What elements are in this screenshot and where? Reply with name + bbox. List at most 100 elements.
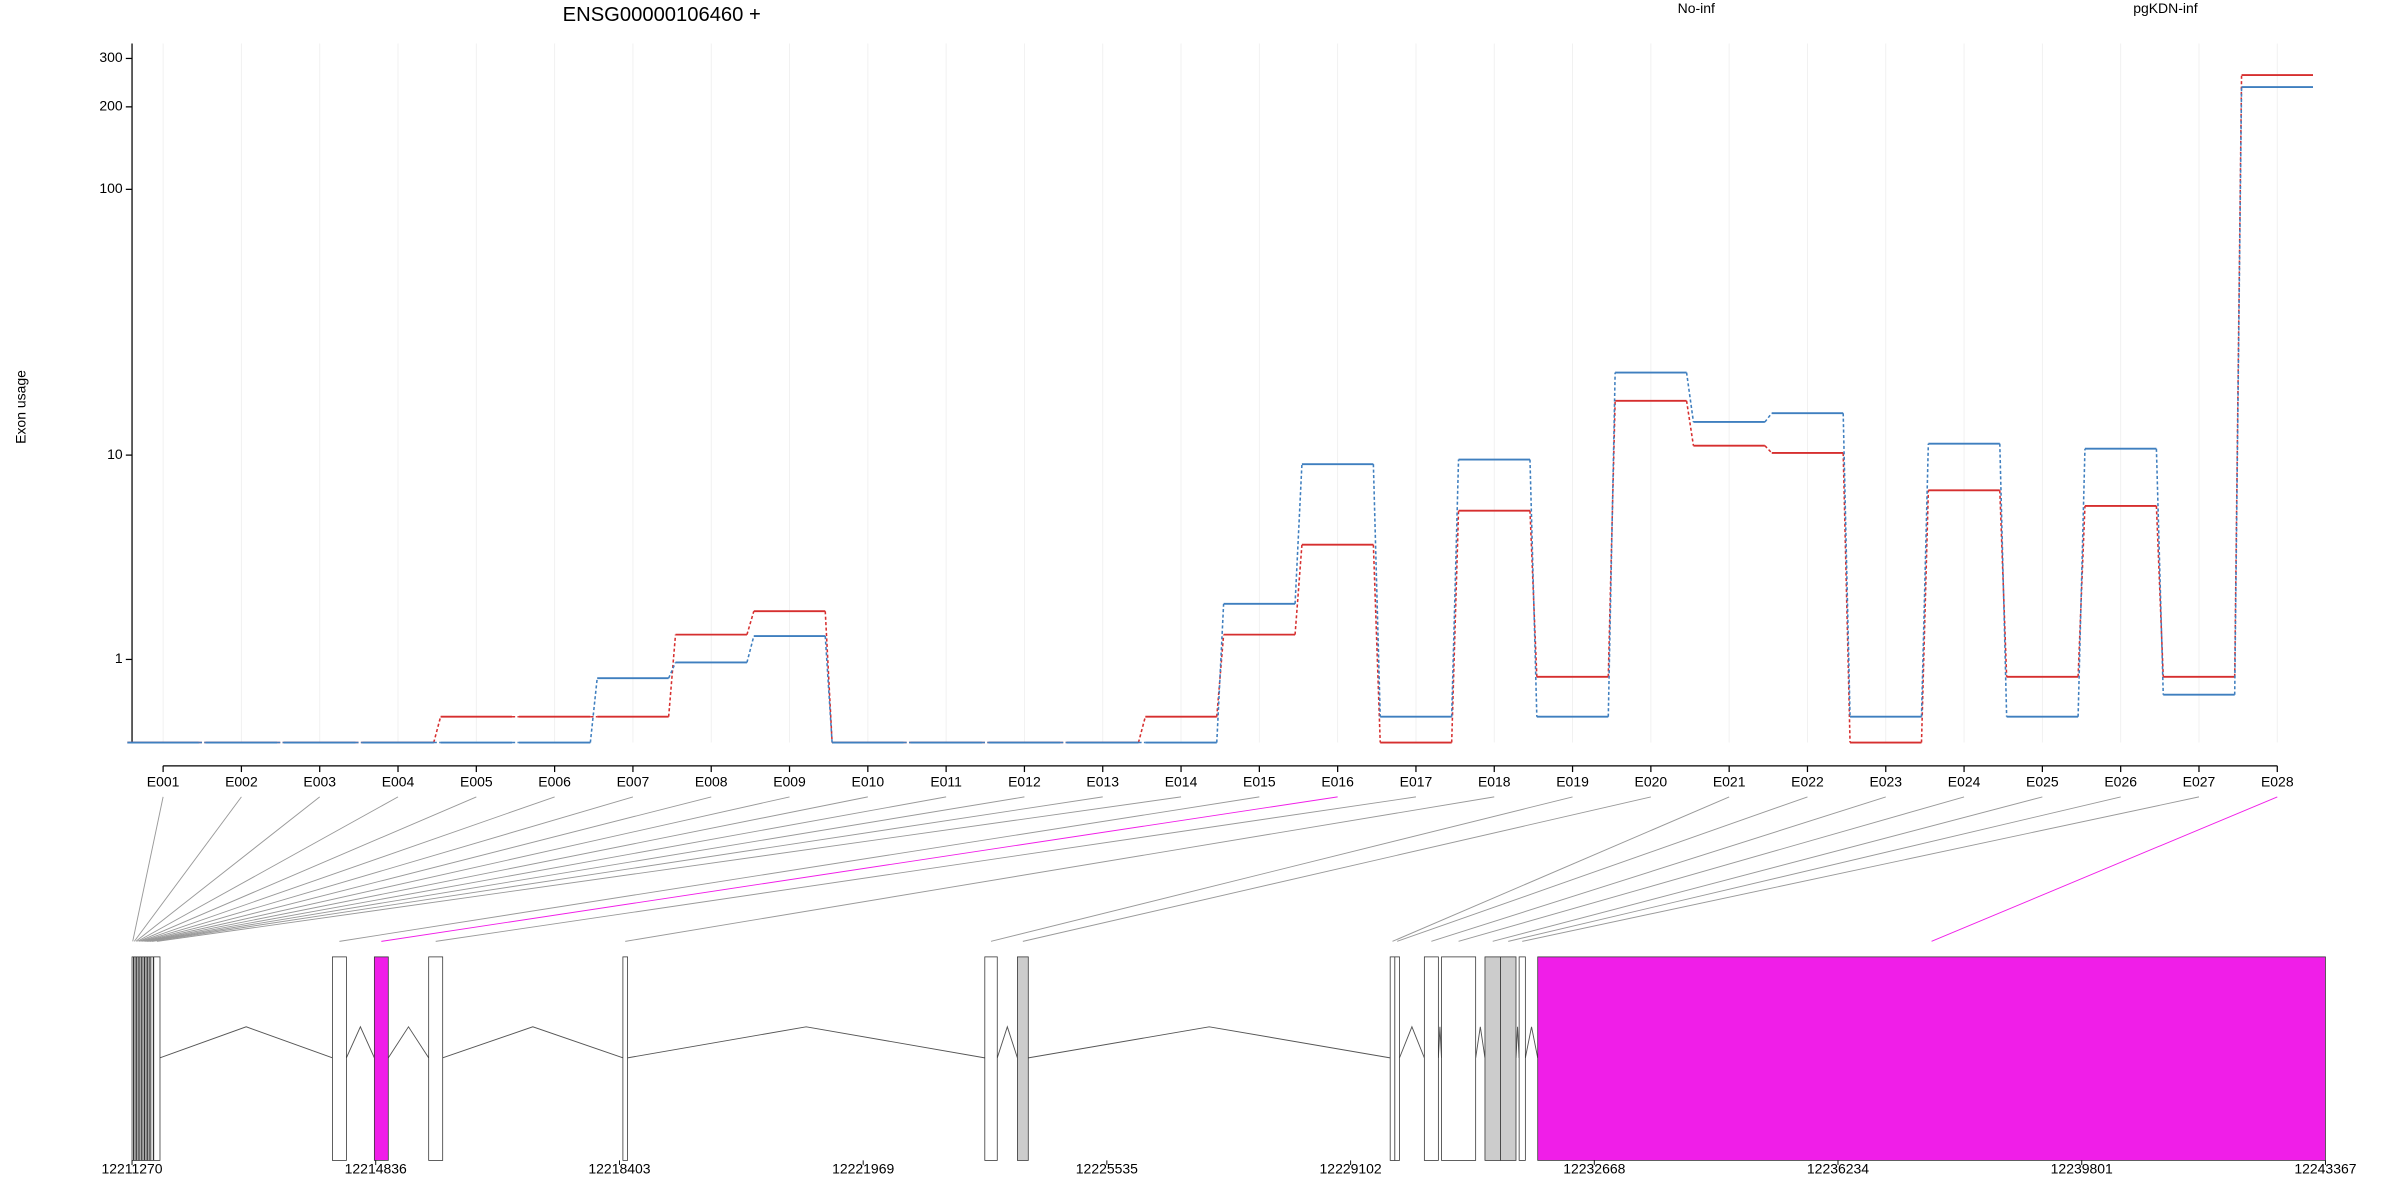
connector <box>1999 490 2008 677</box>
x-tick-label: E021 <box>1713 774 1746 790</box>
exon-link <box>1392 796 1730 942</box>
connector <box>667 662 677 679</box>
exon-link <box>435 796 1417 942</box>
connector <box>1294 464 1303 604</box>
legend-label: pgKDN-inf <box>2133 0 2198 16</box>
connector <box>1607 372 1616 717</box>
exon-link <box>625 796 1495 942</box>
intron <box>387 1025 430 1059</box>
connector <box>2077 448 2086 717</box>
x-tick-label: E028 <box>2261 774 2294 790</box>
exon-link <box>142 796 634 942</box>
exon <box>144 956 147 1161</box>
x-tick-label: E013 <box>1086 774 1119 790</box>
exon <box>134 956 137 1161</box>
x-tick-label: E014 <box>1165 774 1198 790</box>
connector <box>1764 445 1773 454</box>
connector <box>746 611 755 635</box>
x-tick-label: E017 <box>1400 774 1433 790</box>
exon-link <box>990 796 1573 942</box>
x-tick-label: E003 <box>303 774 336 790</box>
genomic-tick-label: 12243367 <box>2294 1160 2356 1176</box>
connector <box>432 716 442 743</box>
exon <box>145 956 148 1161</box>
exon-link <box>1508 796 2121 942</box>
exon <box>1441 956 1477 1161</box>
exon <box>131 956 134 1161</box>
connector <box>1450 510 1460 743</box>
exon <box>1423 956 1439 1161</box>
exon-link <box>156 796 1182 942</box>
x-tick-label: E024 <box>1948 774 1981 790</box>
exon <box>150 956 154 1161</box>
x-tick-label: E002 <box>225 774 258 790</box>
intron <box>1524 1026 1539 1058</box>
genomic-tick-label: 12211270 <box>101 1160 162 1176</box>
connector <box>667 634 677 717</box>
connector <box>1294 544 1303 635</box>
exon-link <box>339 796 1260 942</box>
exon-link <box>138 796 477 942</box>
x-tick-label: E015 <box>1243 774 1276 790</box>
x-tick-label: E016 <box>1321 774 1354 790</box>
connector <box>1529 459 1538 717</box>
intron <box>996 1025 1018 1059</box>
exon-link <box>1458 796 1965 942</box>
connector <box>2155 448 2165 695</box>
exon-link <box>1022 796 1651 942</box>
connector <box>1215 603 1225 743</box>
x-tick-label: E007 <box>617 774 650 790</box>
exon <box>1518 956 1526 1161</box>
exon <box>1017 956 1029 1161</box>
exon <box>141 956 144 1161</box>
intron <box>442 1026 624 1059</box>
exon <box>1389 956 1396 1161</box>
y-tick-label: 1 <box>115 650 123 666</box>
exon <box>622 956 628 1161</box>
connector <box>1764 412 1773 423</box>
x-tick-label: E005 <box>460 774 493 790</box>
exon-link <box>149 796 1025 942</box>
intron <box>1437 1026 1442 1058</box>
exon <box>142 956 145 1161</box>
connector <box>1920 490 1930 743</box>
exon <box>148 956 152 1161</box>
y-tick-label: 200 <box>99 98 123 114</box>
connector <box>2155 505 2165 677</box>
connector <box>1529 510 1538 677</box>
connector <box>589 678 598 743</box>
genomic-tick-label: 12239801 <box>2051 1160 2113 1176</box>
genomic-tick-label: 12221969 <box>832 1160 894 1176</box>
exon-link <box>148 796 947 942</box>
connector <box>2077 505 2086 677</box>
x-tick-label: E020 <box>1635 774 1668 790</box>
x-tick-label: E006 <box>538 774 571 790</box>
exon <box>136 956 139 1161</box>
exon <box>1500 956 1517 1161</box>
connector <box>1450 459 1460 717</box>
exon <box>1537 956 2326 1161</box>
x-tick-label: E004 <box>382 774 415 790</box>
x-tick-label: E023 <box>1869 774 1902 790</box>
exon-link <box>1522 796 2200 942</box>
legend-label: No-inf <box>1678 0 1715 16</box>
exon-link <box>151 796 1103 942</box>
chart-title: ENSG00000106460 + <box>563 4 761 26</box>
exon-link <box>1396 796 1808 942</box>
exon <box>139 956 142 1161</box>
exon <box>147 956 150 1161</box>
intron <box>1515 1026 1520 1058</box>
connector <box>746 635 755 663</box>
exon <box>153 956 161 1161</box>
intron <box>1475 1026 1486 1058</box>
connector <box>1137 716 1147 743</box>
connector <box>824 611 833 743</box>
exon <box>137 956 141 1161</box>
x-tick-label: E018 <box>1478 774 1511 790</box>
connector <box>1685 400 1695 446</box>
connector <box>824 636 833 743</box>
exon <box>428 956 444 1161</box>
exon-link <box>143 796 712 942</box>
x-tick-label: E027 <box>2183 774 2216 790</box>
